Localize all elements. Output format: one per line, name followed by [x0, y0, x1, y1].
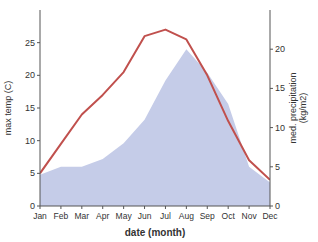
y-tick-label: 5 [30, 168, 35, 178]
x-tick [270, 206, 271, 209]
x-tick-label: Jul [160, 211, 171, 221]
x-tick [40, 206, 41, 209]
chart-container: 0 5 10 15 20 25 0 5 10 15 20 Jan Feb Mar Apr May Jun Jul A… [0, 0, 318, 242]
y2-tick [270, 49, 273, 50]
y2-tick-label: 0 [275, 201, 280, 211]
chart: 0 5 10 15 20 25 0 5 10 15 20 Jan Feb Mar Apr May Jun Jul A… [0, 0, 318, 242]
y2-axis-label-line: (kg/m2) [298, 93, 308, 124]
y-tick [37, 173, 40, 174]
precip-area [40, 49, 270, 206]
y-axis-label: max temp (C) [3, 81, 13, 136]
x-tick-label: May [116, 211, 133, 221]
y-tick-label: 25 [25, 38, 35, 48]
x-tick-label: Jun [138, 211, 152, 221]
y2-axis-label-line: med. precipitation [288, 72, 298, 143]
x-tick [207, 206, 208, 209]
x-tick-label: Mar [74, 211, 89, 221]
x-tick [228, 206, 229, 209]
y2-axis-line [270, 10, 271, 206]
x-tick [249, 206, 250, 209]
y-tick [37, 75, 40, 76]
x-tick [144, 206, 145, 209]
y2-axis-label: med. precipitation(kg/m2) [288, 72, 308, 143]
y2-tick-label: 5 [275, 162, 280, 172]
x-tick [123, 206, 124, 209]
y2-tick [270, 166, 273, 167]
x-tick-label: Apr [96, 211, 109, 221]
x-tick-label: Dec [262, 211, 278, 221]
x-tick [60, 206, 61, 209]
y-tick-label: 0 [30, 201, 35, 211]
y2-tick-label: 15 [275, 83, 285, 93]
y2-tick-label: 10 [275, 123, 285, 133]
y2-tick-label: 20 [275, 44, 285, 54]
x-tick-label: Sep [200, 211, 215, 221]
x-tick-label: Jan [33, 211, 47, 221]
y-tick-label: 20 [25, 70, 35, 80]
y-tick [37, 140, 40, 141]
x-tick [81, 206, 82, 209]
x-tick [186, 206, 187, 209]
y-tick-label: 15 [25, 103, 35, 113]
y-tick [37, 108, 40, 109]
x-tick [165, 206, 166, 209]
y2-tick [270, 127, 273, 128]
x-axis-line [40, 206, 270, 207]
y-tick-label: 10 [25, 136, 35, 146]
temp-line [40, 30, 270, 180]
x-tick-label: Aug [179, 211, 194, 221]
y2-tick [270, 88, 273, 89]
x-axis-label: date (month) [125, 227, 186, 238]
plot-area [40, 30, 270, 206]
x-tick-label: Feb [54, 211, 69, 221]
x-tick [102, 206, 103, 209]
x-tick-label: Nov [242, 211, 258, 221]
y-tick [37, 42, 40, 43]
x-tick-label: Oct [222, 211, 236, 221]
